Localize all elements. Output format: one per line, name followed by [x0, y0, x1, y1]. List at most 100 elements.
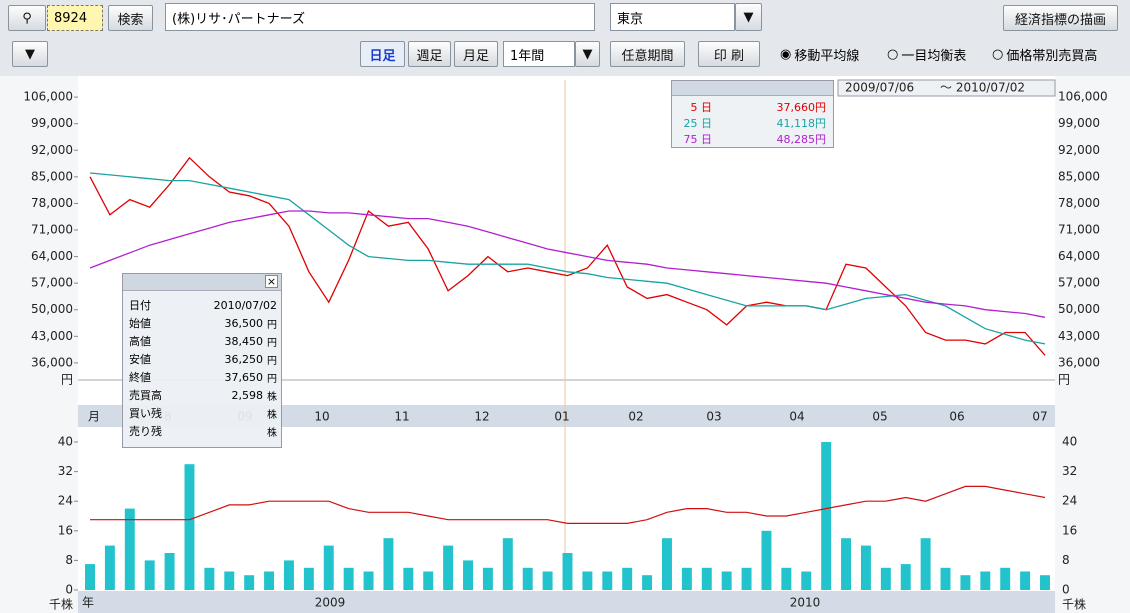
volume-bar [184, 464, 195, 590]
close-icon[interactable]: × [265, 275, 278, 288]
volume-bar [443, 545, 454, 590]
year-strip [78, 591, 1055, 613]
ma-line [89, 210, 1046, 318]
legend-name: 5 日 [690, 101, 713, 114]
weekly-button[interactable]: 週足 [408, 41, 451, 67]
volume-bar [264, 571, 275, 590]
y-tick-label: 0 [1062, 583, 1070, 597]
menu-button[interactable]: ▼ [12, 41, 48, 67]
volume-bar [801, 571, 812, 590]
period-arrow[interactable]: ▼ [575, 41, 600, 67]
tooltip-header: × [123, 274, 281, 291]
tooltip-row: 日付 2010/07/02 [127, 296, 277, 314]
tooltip-unit: 株 [267, 427, 277, 439]
market-select[interactable]: 東京 [610, 3, 735, 31]
legend-row: 5 日 37,660円 [672, 99, 832, 115]
tooltip-unit: 円 [267, 373, 277, 385]
right-axis-bg [1055, 76, 1130, 613]
tooltip-label: 売買高 [129, 389, 162, 402]
legend-value: 41,118円 [776, 117, 827, 130]
volume-bar [741, 567, 752, 590]
custom-button[interactable]: 任意期間 [610, 41, 685, 67]
volume-bar [323, 545, 334, 590]
volume-bar [124, 508, 135, 590]
tooltip-label: 始値 [129, 317, 151, 330]
y-tick-label: 32 [1062, 464, 1077, 478]
y-tick-label: 92,000 [1058, 143, 1100, 157]
company-field[interactable]: (株)リサ･パートナーズ [165, 3, 595, 31]
volume-bar [821, 442, 832, 590]
month-label: 07 [1032, 410, 1047, 424]
radio[interactable]: ○ 価格帯別売買高 [992, 47, 1098, 64]
y-tick-label: 99,000 [31, 116, 73, 130]
legend-row: 75 日 48,285円 [672, 131, 832, 147]
y-tick-label: 106,000 [23, 90, 73, 104]
y-tick-label: 64,000 [1058, 249, 1100, 263]
volume-bar [940, 567, 951, 590]
y-unit: 円 [1058, 373, 1070, 387]
month-label: 04 [789, 410, 804, 424]
tooltip-label: 買い残 [129, 407, 162, 420]
y-tick-label: 106,000 [1058, 90, 1108, 104]
radio-label: 価格帯別売買高 [1006, 49, 1098, 64]
month-strip [78, 405, 1055, 427]
volume-bar [522, 567, 533, 590]
legend-name: 25 日 [683, 117, 713, 130]
tooltip-unit: 株 [267, 409, 277, 421]
month-label: 11 [394, 410, 409, 424]
volume-bar [1040, 575, 1050, 590]
y-tick-label: 8 [1062, 553, 1070, 567]
search-icon[interactable]: ⚲ [8, 5, 46, 31]
y-unit: 円 [61, 373, 73, 387]
volume-bar [303, 567, 314, 590]
left-axis-bg [0, 76, 78, 613]
volume-bar [841, 538, 852, 590]
volume-bar [761, 530, 772, 590]
volume-bar [880, 567, 891, 590]
legend-name: 75 日 [683, 133, 713, 146]
y-tick-label: 85,000 [31, 169, 73, 183]
month-label: 03 [706, 410, 721, 424]
volume-bar [860, 545, 871, 590]
y-unit: 千株 [1062, 597, 1086, 612]
monthly-button[interactable]: 月足 [454, 41, 498, 67]
volume-bar [343, 567, 354, 590]
y-tick-label: 50,000 [31, 302, 73, 316]
year-label: 年 [82, 596, 94, 610]
volume-average [90, 485, 1046, 524]
month-label: 月 [88, 410, 100, 424]
tooltip-value: 37,650 [224, 370, 264, 384]
indicator-button[interactable]: 経済指標の描画 [1003, 5, 1118, 31]
y-tick-label: 78,000 [1058, 196, 1100, 210]
tooltip-row: 終値 37,650 円 [127, 368, 277, 386]
volume-bar [920, 538, 931, 590]
y-tick-label: 92,000 [31, 143, 73, 157]
date-start: 2009/07/06 [845, 81, 914, 95]
volume-bar [164, 553, 175, 590]
month-label: 06 [949, 410, 964, 424]
volume-bar [582, 571, 593, 590]
tooltip-row: 高値 38,450 円 [127, 332, 277, 350]
tooltip-row: 買い残 株 [127, 404, 277, 422]
y-tick-label: 71,000 [31, 223, 73, 237]
volume-bar [85, 564, 95, 590]
print-button[interactable]: 印 刷 [698, 41, 760, 67]
code-input[interactable]: 8924 [47, 5, 103, 31]
y-tick-label: 16 [1062, 523, 1077, 537]
volume-bar [602, 571, 613, 590]
tooltip-row: 始値 36,500 円 [127, 314, 277, 332]
legend-header [672, 81, 833, 96]
y-tick-label: 24 [58, 494, 73, 508]
radio[interactable]: ○ 一目均衡表 [887, 47, 967, 64]
tooltip-label: 日付 [129, 299, 151, 312]
volume-bar [960, 575, 971, 590]
daily-button[interactable]: 日足 [360, 41, 405, 67]
search-button[interactable]: 検索 [108, 5, 153, 31]
period-select[interactable]: 1年間 [503, 41, 575, 67]
radio[interactable]: ◉ 移動平均線 [780, 47, 860, 64]
tooltip-value: 36,250 [224, 352, 264, 366]
y-tick-label: 0 [65, 583, 73, 597]
volume-bar [980, 571, 991, 590]
market-arrow[interactable]: ▼ [735, 3, 762, 31]
